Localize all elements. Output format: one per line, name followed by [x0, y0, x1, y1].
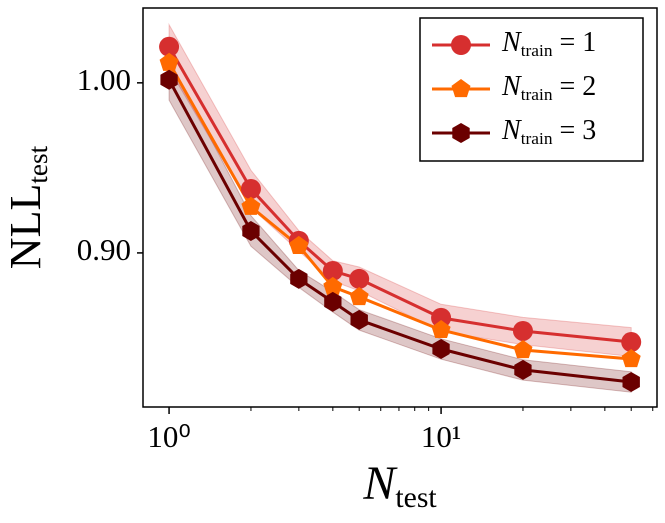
point [512, 320, 533, 341]
point [241, 196, 261, 215]
legend-label: Ntrain = 1 [501, 27, 596, 60]
point [431, 320, 451, 338]
series-line [167, 79, 632, 384]
point [242, 221, 260, 241]
x-tick-label: 10¹ [421, 419, 461, 454]
point [622, 372, 640, 392]
y-tick-label: 1.00 [77, 62, 131, 97]
point [621, 349, 641, 368]
point [431, 307, 452, 328]
x-tick-label: 10⁰ [147, 419, 190, 454]
series-line [167, 62, 632, 361]
point [513, 340, 533, 359]
point [349, 287, 369, 306]
legend-marker [452, 123, 470, 143]
point [160, 69, 178, 90]
point [432, 339, 450, 359]
plot-frame [142, 7, 658, 408]
point [324, 291, 342, 312]
point [240, 178, 261, 199]
point [514, 359, 532, 380]
point [159, 52, 179, 71]
series-line [167, 46, 632, 344]
error-band [168, 59, 632, 393]
legend-label: Ntrain = 3 [501, 115, 596, 148]
point [350, 309, 368, 330]
legend-label: Ntrain = 2 [501, 71, 596, 104]
legend-marker [451, 79, 471, 98]
point [621, 332, 642, 353]
legend-marker [451, 35, 471, 55]
point [322, 260, 343, 281]
y-axis-label: NLLtest [1, 145, 53, 269]
point [289, 235, 309, 254]
point [290, 268, 308, 289]
y-tick-label: 0.90 [77, 232, 131, 267]
point [349, 268, 370, 289]
point [159, 36, 180, 57]
x-axis-label: Ntest [362, 457, 437, 514]
point [323, 276, 343, 295]
legend: Ntrain = 1 Ntrain = 2 Ntrain = 3 [419, 17, 644, 162]
